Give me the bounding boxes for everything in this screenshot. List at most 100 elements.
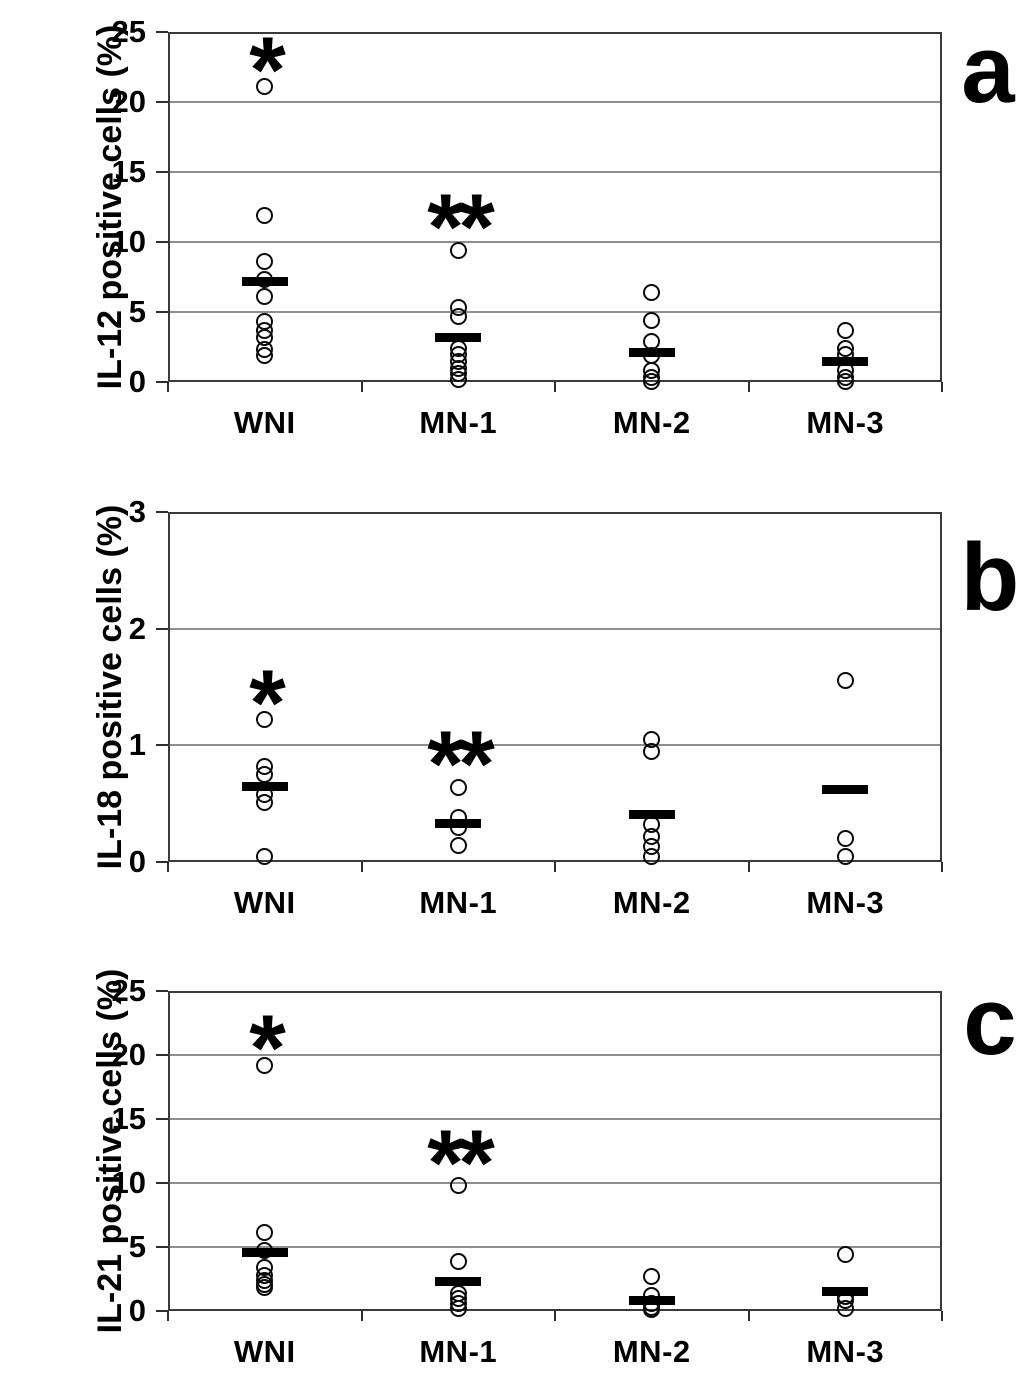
y-axis-tick-label: 15 [111, 154, 146, 189]
y-axis-tick-label: 10 [111, 1165, 146, 1200]
x-axis-category-label: MN-1 [419, 405, 498, 440]
x-tick-mark [554, 382, 556, 392]
gridline [170, 1054, 940, 1056]
y-axis-tick-label: 20 [111, 1037, 146, 1072]
y-axis-tick-label: 0 [128, 1293, 146, 1328]
data-point-circle [643, 1267, 661, 1285]
y-tick-mark [156, 1310, 168, 1312]
significance-marker: * [249, 649, 286, 755]
gridline [170, 311, 940, 313]
data-point-circle [836, 847, 854, 865]
gridline [170, 171, 940, 173]
y-tick-mark [156, 1118, 168, 1120]
median-bar [822, 356, 869, 366]
y-axis-tick-label: 3 [128, 494, 146, 529]
median-bar [241, 1247, 288, 1257]
x-tick-mark [747, 862, 750, 872]
significance-marker: ** [427, 711, 495, 817]
median-bar [241, 781, 288, 791]
median-bar [822, 785, 869, 795]
data-point-circle [449, 1299, 467, 1317]
x-tick-mark [941, 382, 943, 392]
data-point-circle [449, 370, 467, 388]
gridline [170, 101, 940, 103]
y-tick-mark [156, 101, 168, 103]
y-tick-mark [156, 1246, 168, 1248]
data-point-circle [449, 307, 467, 325]
significance-marker: ** [427, 1109, 495, 1215]
x-tick-mark [167, 1311, 169, 1321]
data-point-circle [836, 830, 854, 848]
x-tick-mark [167, 862, 169, 872]
y-axis-tick-label: 25 [111, 14, 146, 49]
data-point-circle [643, 847, 661, 865]
y-tick-mark [156, 31, 168, 33]
y-axis-tick-label: 5 [128, 1229, 146, 1264]
x-axis-category-label: MN-2 [612, 1334, 691, 1369]
median-bar [628, 348, 675, 358]
significance-marker: * [249, 995, 286, 1101]
gridline [170, 744, 940, 747]
data-point-circle [256, 1279, 274, 1297]
data-point-circle [836, 321, 854, 339]
x-axis-category-label: MN-3 [806, 405, 885, 440]
y-tick-mark [156, 171, 168, 173]
y-tick-mark [156, 1182, 168, 1184]
median-bar [435, 1277, 482, 1287]
x-axis-category-label: MN-2 [612, 405, 691, 440]
y-tick-mark [156, 627, 168, 630]
x-tick-mark [554, 1311, 556, 1321]
data-point-circle [256, 1224, 274, 1242]
median-bar [822, 1287, 869, 1297]
median-bar [241, 276, 288, 286]
y-axis-tick-label: 25 [111, 973, 146, 1008]
data-point-circle [256, 206, 274, 224]
x-tick-mark [941, 1311, 943, 1321]
panel-letter-c: c [963, 968, 1017, 1075]
x-axis-category-label: WNI [233, 405, 296, 440]
gridline [170, 1182, 940, 1184]
data-point-circle [836, 671, 854, 689]
plot-area-c [168, 991, 942, 1311]
y-axis-tick-label: 0 [128, 364, 146, 399]
x-axis-category-label: MN-3 [806, 1334, 885, 1369]
y-tick-mark [156, 511, 168, 513]
plot-area-a [168, 32, 942, 382]
data-point-circle [449, 241, 467, 259]
x-tick-mark [360, 1311, 363, 1321]
y-tick-mark [156, 1054, 168, 1056]
x-tick-mark [554, 862, 556, 872]
x-tick-mark [747, 1311, 750, 1321]
data-point-circle [449, 837, 467, 855]
significance-marker: ** [427, 174, 495, 280]
x-tick-mark [747, 382, 750, 392]
y-axis-tick-label: 0 [128, 844, 146, 879]
x-axis-category-label: MN-1 [419, 1334, 498, 1369]
plot-area-b [168, 512, 942, 862]
x-tick-mark [941, 862, 943, 872]
gridline [170, 241, 940, 243]
data-point-circle [643, 372, 661, 390]
gridline [170, 1246, 940, 1248]
data-point-circle [256, 794, 274, 811]
x-axis-category-label: MN-1 [419, 885, 498, 920]
x-tick-mark [360, 382, 363, 392]
median-bar [435, 332, 482, 342]
y-tick-mark [156, 990, 168, 992]
y-axis-tick-label: 5 [128, 294, 146, 329]
data-point-circle [256, 288, 274, 306]
panel-letter-a: a [961, 16, 1015, 123]
panel-letter-b: b [960, 524, 1020, 631]
data-point-circle [256, 78, 274, 96]
data-point-circle [836, 372, 854, 390]
y-tick-mark [156, 381, 168, 383]
median-bar [628, 809, 675, 819]
significance-marker: * [249, 16, 286, 122]
data-point-circle [256, 711, 274, 729]
data-point-circle [836, 1246, 854, 1264]
x-axis-category-label: WNI [233, 885, 296, 920]
data-point-circle [643, 742, 661, 760]
y-axis-tick-label: 15 [111, 1101, 146, 1136]
y-axis-tick-label: 10 [111, 224, 146, 259]
